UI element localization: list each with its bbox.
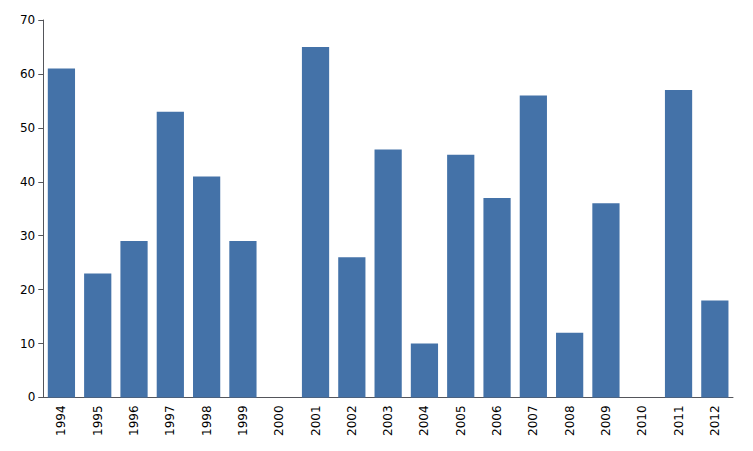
svg-text:2000: 2000 [272, 405, 286, 436]
svg-text:1994: 1994 [54, 405, 68, 436]
svg-text:2004: 2004 [417, 405, 431, 436]
svg-text:50: 50 [20, 121, 35, 135]
svg-text:2008: 2008 [563, 405, 577, 436]
svg-text:2003: 2003 [381, 405, 395, 436]
svg-text:2011: 2011 [672, 405, 686, 436]
svg-text:30: 30 [20, 229, 35, 243]
svg-text:0: 0 [28, 390, 36, 404]
svg-text:2009: 2009 [599, 405, 613, 436]
svg-text:1997: 1997 [163, 405, 177, 436]
svg-text:2001: 2001 [309, 405, 323, 436]
svg-text:1996: 1996 [127, 405, 141, 436]
svg-text:20: 20 [20, 283, 35, 297]
svg-text:1998: 1998 [200, 405, 214, 436]
svg-text:60: 60 [20, 67, 35, 81]
svg-text:2002: 2002 [345, 405, 359, 436]
svg-text:40: 40 [20, 175, 35, 189]
svg-text:2007: 2007 [526, 405, 540, 436]
svg-text:2010: 2010 [635, 405, 649, 436]
svg-text:2005: 2005 [454, 405, 468, 436]
svg-text:70: 70 [20, 13, 35, 27]
svg-text:1995: 1995 [91, 405, 105, 436]
svg-text:1999: 1999 [236, 405, 250, 436]
svg-text:2012: 2012 [708, 405, 722, 436]
svg-text:10: 10 [20, 337, 35, 351]
svg-text:2006: 2006 [490, 405, 504, 436]
